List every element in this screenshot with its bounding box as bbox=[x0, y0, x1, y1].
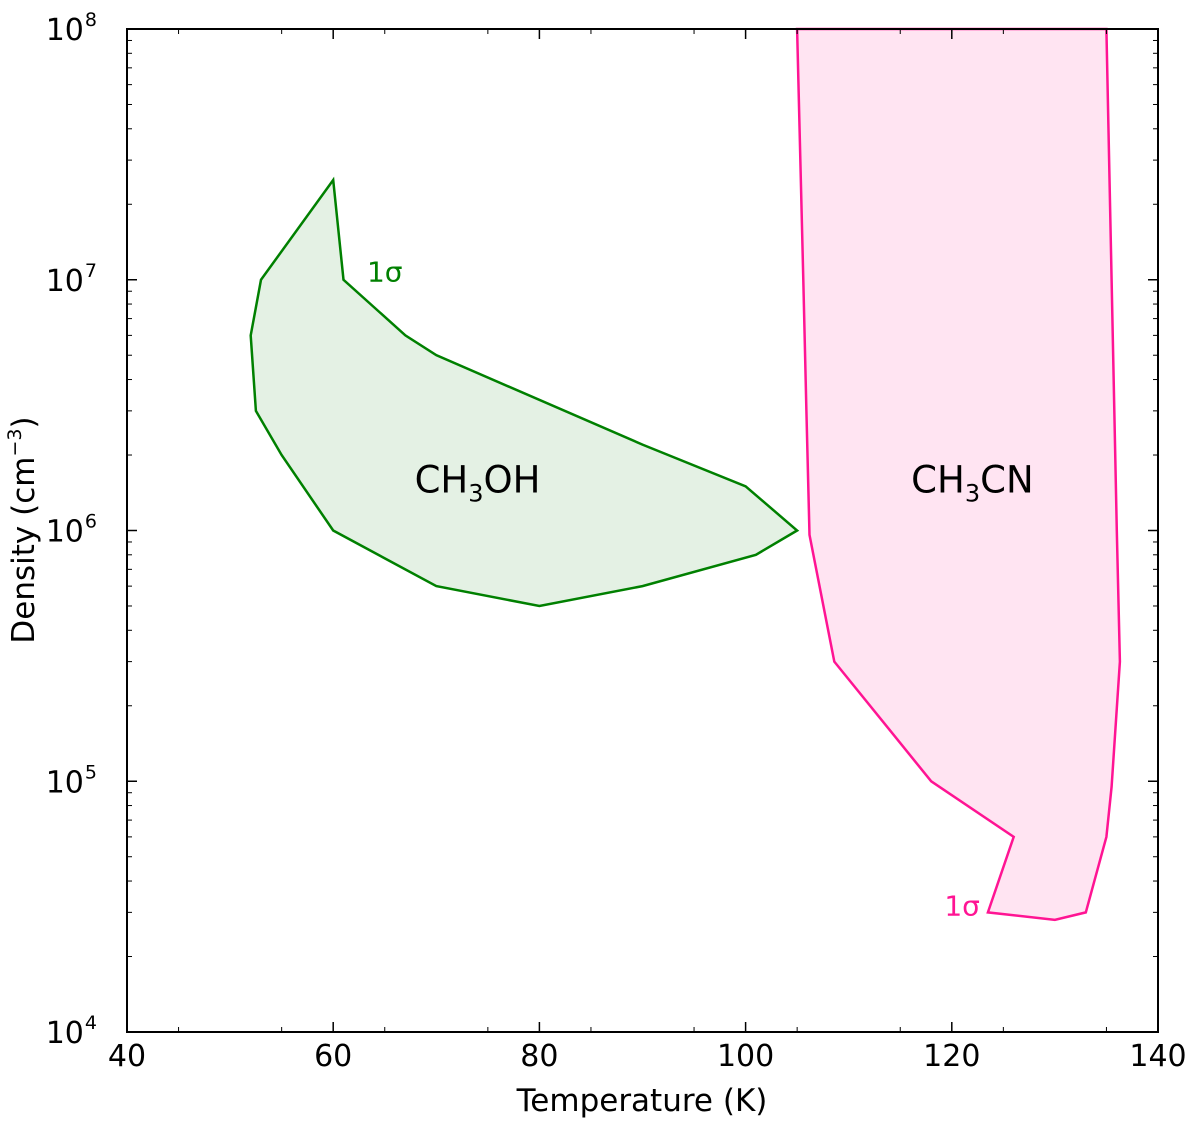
y-tick-exponent: 5 bbox=[85, 761, 97, 783]
region-label-subscript: 3 bbox=[468, 479, 483, 507]
y-tick-label-1e4: 104 bbox=[46, 1012, 97, 1051]
y-axis-label-exponent: −3 bbox=[4, 429, 26, 457]
x-tick-label-100: 100 bbox=[717, 1039, 774, 1074]
y-tick-exponent: 6 bbox=[85, 511, 97, 533]
region-label-rest: OH bbox=[484, 458, 541, 501]
y-axis-label-text: Density (cm bbox=[6, 457, 42, 644]
x-tick-label-40: 40 bbox=[108, 1039, 146, 1074]
y-tick-label-1e6: 106 bbox=[46, 511, 97, 550]
plot-frame bbox=[126, 28, 1159, 1033]
y-tick-exponent: 7 bbox=[85, 260, 97, 282]
y-tick-label-1e8: 108 bbox=[46, 9, 97, 48]
y-tick-label-1e7: 107 bbox=[46, 260, 97, 299]
region-label-ch3oh: CH3OH bbox=[415, 458, 541, 507]
region-label-main: CH bbox=[911, 458, 965, 501]
y-axis-label-close: ) bbox=[6, 416, 42, 428]
region-label-main: CH bbox=[415, 458, 469, 501]
region-label-rest: CN bbox=[980, 458, 1034, 501]
x-tick-label-140: 140 bbox=[1129, 1039, 1186, 1074]
x-axis-label: Temperature (K) bbox=[516, 1083, 768, 1119]
x-tick-label-80: 80 bbox=[520, 1039, 558, 1074]
region-label-ch3cn: CH3CN bbox=[911, 458, 1033, 507]
x-tick-label-60: 60 bbox=[314, 1039, 352, 1074]
region-label-subscript: 3 bbox=[965, 479, 980, 507]
x-tick-label-120: 120 bbox=[923, 1039, 980, 1074]
y-axis-label: Density (cm−3) bbox=[4, 416, 42, 643]
region-ch3cn bbox=[795, 27, 1122, 922]
sigma-label-ch3cn: 1σ bbox=[944, 889, 980, 922]
region-ch3oh bbox=[249, 176, 800, 608]
regions-layer bbox=[249, 27, 1122, 922]
y-tick-label-1e5: 105 bbox=[46, 761, 97, 800]
y-tick-exponent: 4 bbox=[85, 1012, 97, 1034]
sigma-label-ch3oh: 1σ bbox=[367, 255, 403, 288]
y-tick-exponent: 8 bbox=[85, 9, 97, 31]
